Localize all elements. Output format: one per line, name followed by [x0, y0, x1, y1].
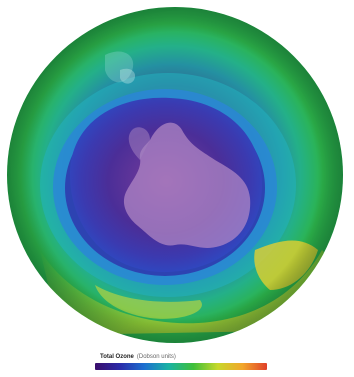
legend-title-text: Total Ozone [100, 354, 134, 360]
legend-units: (Dobson units) [136, 354, 176, 360]
legend-color-bar [95, 363, 267, 370]
legend-title: Total Ozone (Dobson units) [100, 353, 260, 361]
